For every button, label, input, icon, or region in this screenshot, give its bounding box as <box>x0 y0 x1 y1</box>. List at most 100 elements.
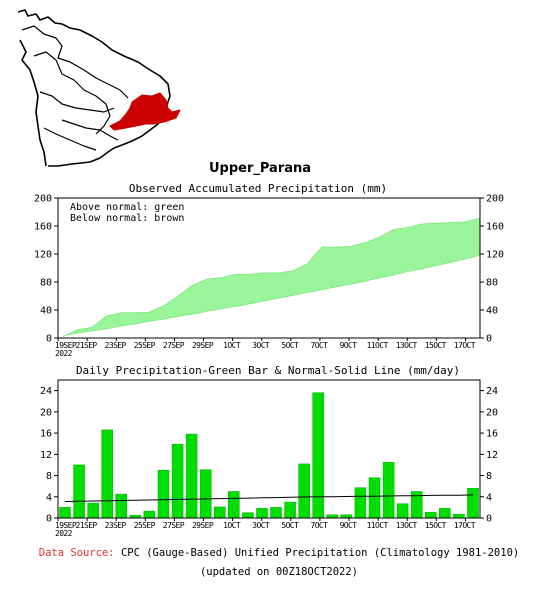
accumulated-axes: 0 0 40 40 80 80 120 120 160 160 200 200 19SEP202221S… <box>34 194 504 359</box>
daily-xtick-label-12: 13OCT <box>396 521 418 530</box>
accumulated-xtick-label-13: 15OCT <box>425 341 447 350</box>
data-source-value: CPC (Gauge-Based) Unified Precipitation … <box>121 547 519 559</box>
daily-chart: Daily Precipitation-Green Bar & Normal-S… <box>40 364 498 538</box>
daily-xtick-label-3: 25SEP <box>134 521 156 530</box>
data-source-line: Data Source: CPC (Gauge-Based) Unified P… <box>39 547 519 559</box>
map-borders <box>21 25 129 151</box>
daily-xtick-label-1: 21SEP <box>76 521 98 530</box>
daily-bar-1OCT <box>228 491 240 519</box>
daily-bar-25SEP <box>143 510 156 519</box>
accumulated-xtick-label-12: 13OCT <box>396 341 418 350</box>
daily-bar-16OCT <box>439 508 451 519</box>
daily-ytick-label-left-3: 12 <box>40 450 52 461</box>
daily-bar-27SEP <box>171 443 184 519</box>
daily-bar-30SEP <box>214 506 226 519</box>
daily-ytick-label-right-1: 4 <box>486 492 492 503</box>
updated-note: (updated on 00Z18OCT2022) <box>200 566 358 578</box>
daily-bar-7OCT <box>312 392 324 519</box>
daily-bar-11OCT <box>368 477 381 519</box>
daily-bar-15OCT <box>425 511 437 519</box>
daily-bars-layer <box>59 392 479 519</box>
daily-xtick-label-6: 1OCT <box>223 521 241 530</box>
daily-ytick-label-left-0: 0 <box>46 514 52 525</box>
region-title: Upper_Parana <box>209 161 311 176</box>
daily-bar-23SEP <box>115 493 128 519</box>
legend-below-normal: Below normal: brown <box>70 213 184 224</box>
daily-bar-5OCT <box>284 501 296 519</box>
daily-bar-18OCT <box>467 488 479 519</box>
daily-bar-21SEP <box>87 502 99 519</box>
accumulated-ytick-label-right-3: 120 <box>486 250 504 261</box>
accumulated-chart-title: Observed Accumulated Precipitation (mm) <box>129 182 387 195</box>
accumulated-ytick-label-left-2: 80 <box>40 278 52 289</box>
accumulated-ytick-label-right-4: 160 <box>486 222 504 233</box>
accumulated-xtick-label-7: 3OCT <box>252 341 270 350</box>
accumulated-ytick-label-right-1: 40 <box>486 306 498 317</box>
normal-line <box>62 255 481 337</box>
legend-above-normal: Above normal: green <box>70 202 184 213</box>
daily-ytick-label-left-6: 24 <box>40 386 52 397</box>
accumulated-ytick-label-left-0: 0 <box>46 334 52 345</box>
daily-ytick-label-right-5: 20 <box>486 407 498 418</box>
daily-bar-26SEP <box>157 469 170 519</box>
accumulated-xtick-label-0: 19SEP <box>55 341 77 350</box>
daily-ytick-label-right-0: 0 <box>486 514 492 525</box>
accumulated-xtick-label-2: 23SEP <box>105 341 127 350</box>
daily-xtick-label-8: 5OCT <box>281 521 299 530</box>
accumulated-xtick-label-9: 7OCT <box>310 341 328 350</box>
accumulated-ytick-label-left-1: 40 <box>40 306 52 317</box>
daily-normal-line <box>64 494 474 502</box>
accumulated-ytick-label-right-5: 200 <box>486 194 504 205</box>
daily-bar-29SEP <box>199 469 212 519</box>
accumulated-plot-frame <box>57 197 481 339</box>
accumulated-xtick-label-8: 5OCT <box>281 341 299 350</box>
daily-ytick-label-right-6: 24 <box>486 386 498 397</box>
daily-ytick-label-right-2: 8 <box>486 471 492 482</box>
accumulated-xtick-label-10: 9OCT <box>340 341 358 350</box>
daily-xtick-year-0: 2022 <box>55 529 73 538</box>
accumulated-ytick-label-left-4: 160 <box>34 222 52 233</box>
daily-bar-19SEP <box>59 507 71 519</box>
daily-ytick-label-right-4: 16 <box>486 429 498 440</box>
daily-xtick-label-4: 27SEP <box>163 521 185 530</box>
accumulated-chart: Observed Accumulated Precipitation (mm) … <box>34 182 504 358</box>
daily-bar-20SEP <box>73 464 85 519</box>
daily-ytick-label-left-5: 20 <box>40 407 52 418</box>
daily-bar-28SEP <box>185 433 198 519</box>
daily-bar-12OCT <box>382 462 395 519</box>
accumulated-ytick-label-right-0: 0 <box>486 334 492 345</box>
daily-xtick-label-14: 17OCT <box>454 521 476 530</box>
above-normal-area <box>63 218 480 337</box>
accumulated-xtick-year-0: 2022 <box>55 349 73 358</box>
accumulated-ytick-label-left-5: 200 <box>34 194 52 205</box>
daily-xtick-label-9: 7OCT <box>310 521 328 530</box>
daily-bar-13OCT <box>396 503 409 519</box>
daily-bar-6OCT <box>298 463 310 519</box>
accumulated-area-layer <box>62 217 481 337</box>
daily-xtick-label-11: 11OCT <box>367 521 389 530</box>
accumulated-xtick-label-5: 29SEP <box>192 341 214 350</box>
daily-ytick-label-left-4: 16 <box>40 429 52 440</box>
accumulated-xtick-label-11: 11OCT <box>367 341 389 350</box>
accumulated-xtick-label-6: 1OCT <box>223 341 241 350</box>
accumulated-xtick-label-14: 17OCT <box>454 341 476 350</box>
map-coastline <box>17 9 171 167</box>
data-source-label: Data Source: <box>39 547 115 559</box>
daily-bar-2OCT <box>242 512 254 519</box>
daily-xtick-label-13: 15OCT <box>425 521 447 530</box>
daily-xtick-label-5: 29SEP <box>192 521 214 530</box>
daily-bar-22SEP <box>101 429 113 519</box>
south-america-map <box>17 9 181 167</box>
daily-xtick-label-2: 23SEP <box>105 521 127 530</box>
daily-xtick-label-7: 3OCT <box>252 521 270 530</box>
daily-bar-4OCT <box>270 507 282 519</box>
upper-parana-region <box>109 92 181 131</box>
accumulated-xtick-label-4: 27SEP <box>163 341 185 350</box>
accumulated-xtick-label-3: 25SEP <box>134 341 156 350</box>
observed-line <box>62 217 481 337</box>
daily-bar-17OCT <box>453 514 465 519</box>
accumulated-ytick-label-right-2: 80 <box>486 278 498 289</box>
map-west-coast <box>19 39 47 167</box>
